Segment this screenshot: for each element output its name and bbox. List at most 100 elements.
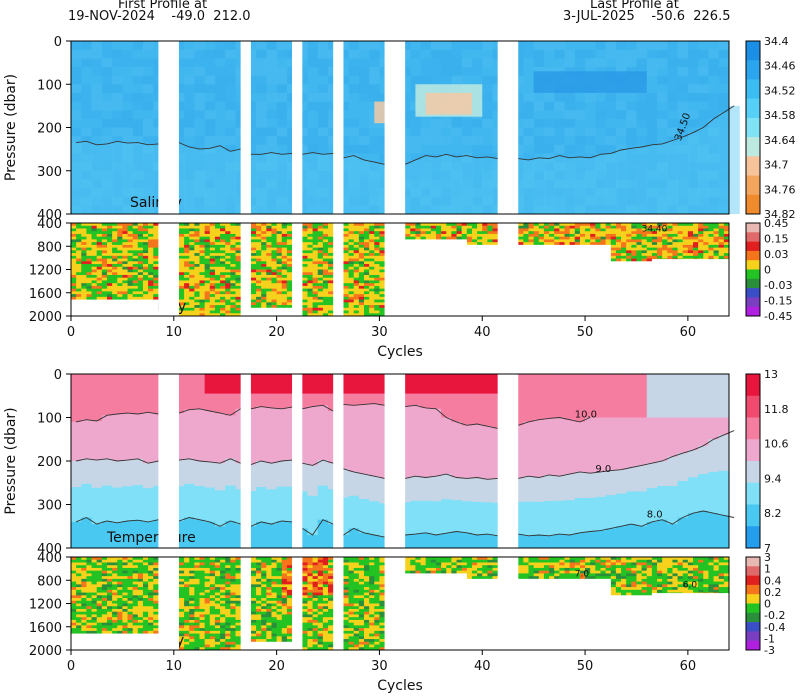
- anomaly-cell: [137, 247, 144, 251]
- anomaly-cell: [312, 253, 319, 257]
- anomaly-cell: [328, 307, 334, 311]
- anomaly-cell: [266, 231, 272, 235]
- salinity-cell: [225, 153, 236, 163]
- anomaly-cell: [86, 236, 92, 240]
- anomaly-cell: [250, 299, 257, 303]
- anomaly-cell: [518, 225, 524, 229]
- anomaly-cell: [353, 288, 360, 292]
- salinity-cell: [657, 205, 668, 215]
- anomaly-cell: [76, 239, 82, 243]
- salinity-cell: [184, 153, 195, 163]
- salinity-cell: [71, 66, 82, 77]
- salinity-cell: [605, 118, 617, 128]
- anomaly-cell: [91, 253, 98, 257]
- anomaly-cell: [358, 277, 365, 281]
- anomaly-cell: [348, 250, 355, 254]
- anomaly-cell: [112, 225, 118, 229]
- anomaly-cell: [693, 225, 699, 229]
- anomaly-cell: [137, 567, 144, 572]
- salinity-cell: [564, 118, 576, 128]
- anomaly-cell: [220, 625, 226, 629]
- salinity-cell: [677, 92, 689, 103]
- anomaly-cell: [286, 261, 293, 265]
- anomaly-cell: [225, 573, 231, 577]
- anomaly-cell: [687, 236, 694, 240]
- anomaly-cell: [307, 255, 314, 259]
- anomaly-cell: [631, 228, 637, 232]
- anomaly-cell: [312, 280, 319, 284]
- anomaly-cell: [214, 302, 221, 306]
- anomaly-cell: [250, 611, 257, 615]
- salinity-cell: [338, 110, 350, 120]
- anomaly-cell: [194, 305, 200, 309]
- anomaly-cell: [276, 628, 283, 632]
- anomaly-cell: [235, 288, 242, 292]
- anomaly-cell: [142, 630, 149, 634]
- salinity-cell: [430, 170, 442, 180]
- salinity-cell: [266, 162, 278, 172]
- salinity-cell: [184, 118, 195, 128]
- anomaly-cell: [276, 277, 283, 281]
- anomaly-cell: [615, 231, 622, 235]
- anomaly-cell: [477, 231, 483, 235]
- anomaly-cell: [286, 302, 293, 306]
- anomaly-cell: [518, 228, 524, 232]
- anomaly-cell: [682, 239, 689, 243]
- temperature-cell: [225, 374, 236, 395]
- anomaly-cell: [353, 310, 360, 314]
- salinity-cell: [482, 153, 494, 163]
- anomaly-cell: [379, 258, 385, 262]
- anomaly-cell: [81, 283, 87, 287]
- salinity-cell: [585, 179, 596, 189]
- anomaly-cell: [189, 264, 195, 268]
- anomaly-cell: [682, 236, 689, 240]
- salinity-cell: [420, 49, 432, 59]
- anomaly-cell: [184, 302, 190, 306]
- anomaly-cell: [96, 603, 103, 607]
- anomaly-cell: [91, 242, 98, 246]
- salinity-cell: [461, 196, 473, 206]
- anomaly-cell: [189, 641, 195, 645]
- salinity-cell: [708, 84, 720, 94]
- anomaly-cell: [276, 266, 283, 270]
- salinity-cell: [615, 101, 627, 111]
- anomaly-cell: [266, 277, 272, 281]
- anomaly-cell: [328, 244, 334, 249]
- anomaly-cell: [641, 236, 648, 240]
- salinity-cell: [276, 92, 288, 103]
- temperature-cell: [348, 528, 360, 549]
- salinity-cell: [513, 92, 524, 103]
- anomaly-cell: [132, 595, 139, 599]
- anomaly-cell: [687, 223, 694, 227]
- anomaly-cell: [142, 581, 149, 585]
- temperature-cell: [142, 374, 154, 413]
- anomaly-cell: [615, 250, 622, 254]
- anomaly-cell: [456, 236, 463, 240]
- anomaly-cell: [271, 628, 278, 632]
- salinity-cell: [400, 136, 411, 146]
- salinity-cell: [317, 196, 329, 206]
- anomaly-cell: [189, 225, 195, 229]
- salinity-cell: [101, 84, 113, 94]
- anomaly-cell: [477, 223, 483, 227]
- temperature-cell: [348, 405, 360, 473]
- salinity-cell: [564, 49, 576, 59]
- anomaly-cell: [374, 277, 380, 281]
- anomaly-cell: [276, 302, 283, 306]
- salinity-cell: [451, 153, 463, 163]
- anomaly-cell: [256, 244, 262, 249]
- salinity-cell: [667, 41, 679, 51]
- temperature-cell: [677, 374, 689, 418]
- anomaly-cell: [81, 578, 87, 583]
- anomaly-cell: [441, 231, 447, 235]
- anomaly-cell: [415, 231, 421, 235]
- anomaly-cell: [266, 233, 272, 238]
- anomaly-cell: [220, 628, 226, 632]
- anomaly-cell: [256, 225, 262, 229]
- anomaly-cell: [153, 261, 159, 265]
- salinity-cell: [533, 101, 545, 111]
- salinity-cell: [358, 101, 370, 111]
- salinity-cell: [708, 162, 720, 172]
- anomaly-cell: [672, 233, 678, 238]
- anomaly-cell: [230, 264, 236, 268]
